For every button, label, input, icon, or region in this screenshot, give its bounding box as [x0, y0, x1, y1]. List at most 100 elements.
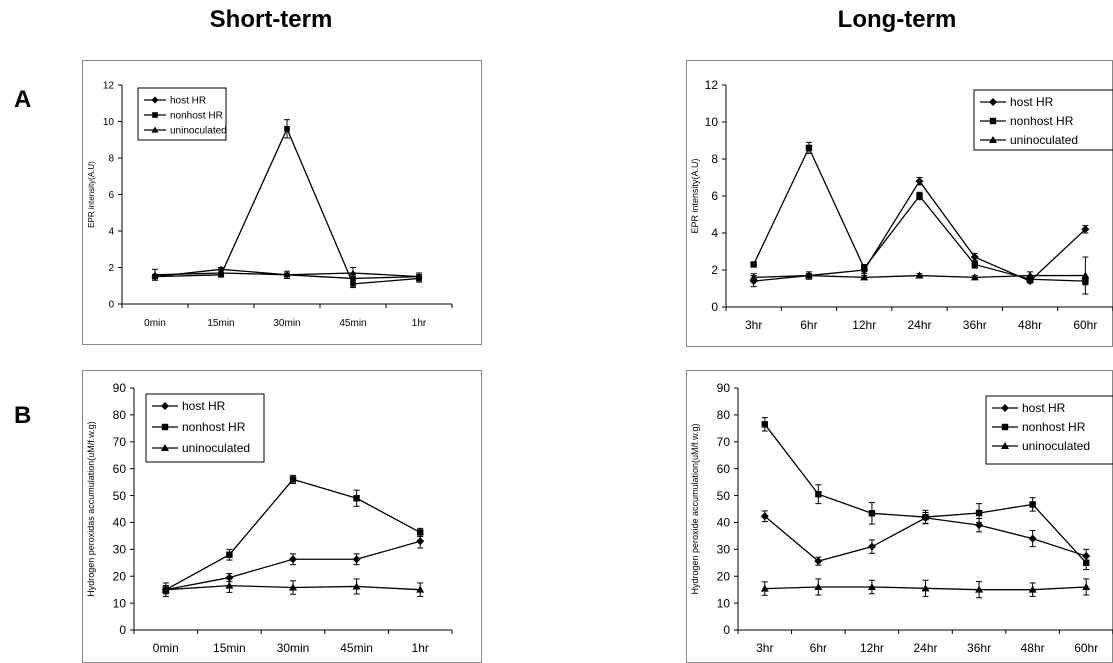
x-tick-label: 48hr: [1021, 641, 1045, 655]
x-tick-label: 45min: [340, 641, 373, 655]
y-tick-label: 0: [119, 623, 126, 637]
legend-label: uninoculated: [1010, 133, 1078, 147]
y-tick-label: 2: [108, 263, 114, 274]
legend-marker-triangle: [1001, 442, 1009, 449]
chart-frame: [82, 370, 482, 663]
data-point-square: [761, 421, 768, 428]
data-point-triangle: [151, 271, 159, 278]
data-point-square: [916, 192, 923, 200]
legend-label: host HR: [1022, 401, 1066, 415]
data-point-square: [417, 529, 424, 536]
row-label-a: A: [14, 86, 32, 113]
y-tick-label: 0: [723, 623, 730, 637]
y-tick-label: 6: [108, 190, 114, 201]
data-point-triangle: [217, 269, 225, 276]
data-point-triangle: [1028, 585, 1037, 593]
data-point-triangle: [860, 273, 869, 281]
x-tick-label: 45min: [339, 318, 366, 329]
data-point-square: [1029, 501, 1036, 508]
data-point-square: [861, 264, 868, 272]
chart-frame: [82, 60, 482, 345]
data-point-triangle: [804, 271, 813, 279]
legend-label: nonhost HR: [1010, 114, 1074, 128]
x-tick-label: 1hr: [412, 318, 427, 329]
y-tick-label: 30: [717, 543, 731, 557]
y-tick-label: 20: [717, 569, 731, 583]
data-point-triangle: [921, 584, 930, 592]
data-point-triangle: [289, 583, 297, 591]
data-point-square: [975, 509, 983, 517]
data-point-triangle: [352, 582, 361, 590]
legend-label: nonhost HR: [1022, 420, 1086, 434]
data-point-triangle: [915, 271, 924, 279]
data-point-diamond: [867, 542, 876, 551]
data-point-triangle: [760, 584, 769, 592]
y-tick-label: 90: [113, 381, 127, 395]
legend-marker-diamond: [1001, 404, 1009, 412]
y-tick-label: 10: [705, 115, 719, 129]
y-axis-label: Hydrogen peroxide accumulation(uM/f.w.g): [690, 423, 700, 594]
data-point-diamond: [352, 555, 361, 564]
data-point-diamond: [1028, 534, 1037, 543]
data-point-square: [922, 513, 929, 521]
y-tick-label: 4: [108, 227, 114, 238]
legend-marker-square: [161, 423, 169, 431]
y-axis-label: Hydrogen peroxidas accumulation(uM/f.w.g…: [86, 421, 96, 597]
data-point-diamond: [915, 177, 924, 186]
legend-marker-square: [1001, 423, 1009, 431]
y-axis-label: EPR intensity(A.U): [87, 161, 96, 228]
data-point-square: [350, 281, 356, 287]
x-tick-label: 15min: [213, 641, 246, 655]
y-tick-label: 4: [711, 226, 718, 240]
legend-marker-triangle: [989, 136, 997, 143]
data-point-diamond: [416, 537, 425, 546]
series-line-square: [165, 478, 421, 591]
y-tick-label: 90: [717, 381, 731, 395]
data-point-triangle: [1081, 271, 1090, 279]
y-tick-label: 50: [717, 489, 731, 503]
x-tick-label: 12hr: [852, 318, 876, 332]
data-point-square: [750, 261, 757, 268]
y-tick-label: 60: [113, 462, 127, 476]
y-tick-label: 2: [711, 263, 718, 277]
x-tick-label: 36hr: [967, 641, 991, 655]
short-term-epr-chart: 0 2 4 6 8 10 12 0min 15min 30min 45min 1hr EPR inten…: [82, 60, 482, 345]
data-point-square: [805, 144, 813, 152]
data-point-triangle: [225, 581, 234, 589]
x-tick-label: 60hr: [1073, 318, 1097, 332]
legend-label: host HR: [182, 399, 226, 413]
legend-marker-square: [152, 112, 158, 118]
x-tick-label: 1hr: [412, 641, 429, 655]
y-tick-label: 30: [113, 543, 127, 557]
data-point-triangle: [349, 269, 357, 276]
data-point-square: [868, 510, 876, 517]
data-point-triangle: [1026, 271, 1035, 279]
legend-label: host HR: [170, 96, 206, 107]
y-tick-label: 40: [717, 516, 731, 530]
legend-marker-diamond: [161, 402, 169, 410]
y-tick-label: 10: [103, 117, 115, 128]
y-tick-label: 80: [717, 408, 731, 422]
y-tick-label: 60: [717, 462, 731, 476]
legend-label: uninoculated: [182, 441, 250, 455]
x-tick-label: 0min: [153, 641, 179, 655]
legend-label: nonhost HR: [170, 111, 223, 122]
data-point-triangle: [1082, 582, 1091, 590]
y-tick-label: 0: [108, 300, 114, 311]
y-tick-label: 12: [103, 81, 115, 92]
data-point-diamond: [289, 555, 297, 564]
data-point-diamond: [1081, 225, 1090, 234]
x-tick-label: 6hr: [800, 318, 817, 332]
legend-marker-square: [989, 117, 997, 125]
y-tick-label: 6: [711, 189, 718, 203]
y-tick-label: 70: [717, 435, 731, 449]
y-tick-label: 20: [113, 569, 127, 583]
data-point-square: [1083, 559, 1090, 566]
data-point-triangle: [975, 585, 984, 593]
series-line-square: [154, 127, 420, 285]
legend-label: uninoculated: [1022, 439, 1090, 453]
data-point-triangle: [867, 582, 876, 590]
y-tick-label: 80: [113, 408, 127, 422]
x-tick-label: 30min: [273, 318, 300, 329]
data-point-triangle: [970, 273, 979, 281]
